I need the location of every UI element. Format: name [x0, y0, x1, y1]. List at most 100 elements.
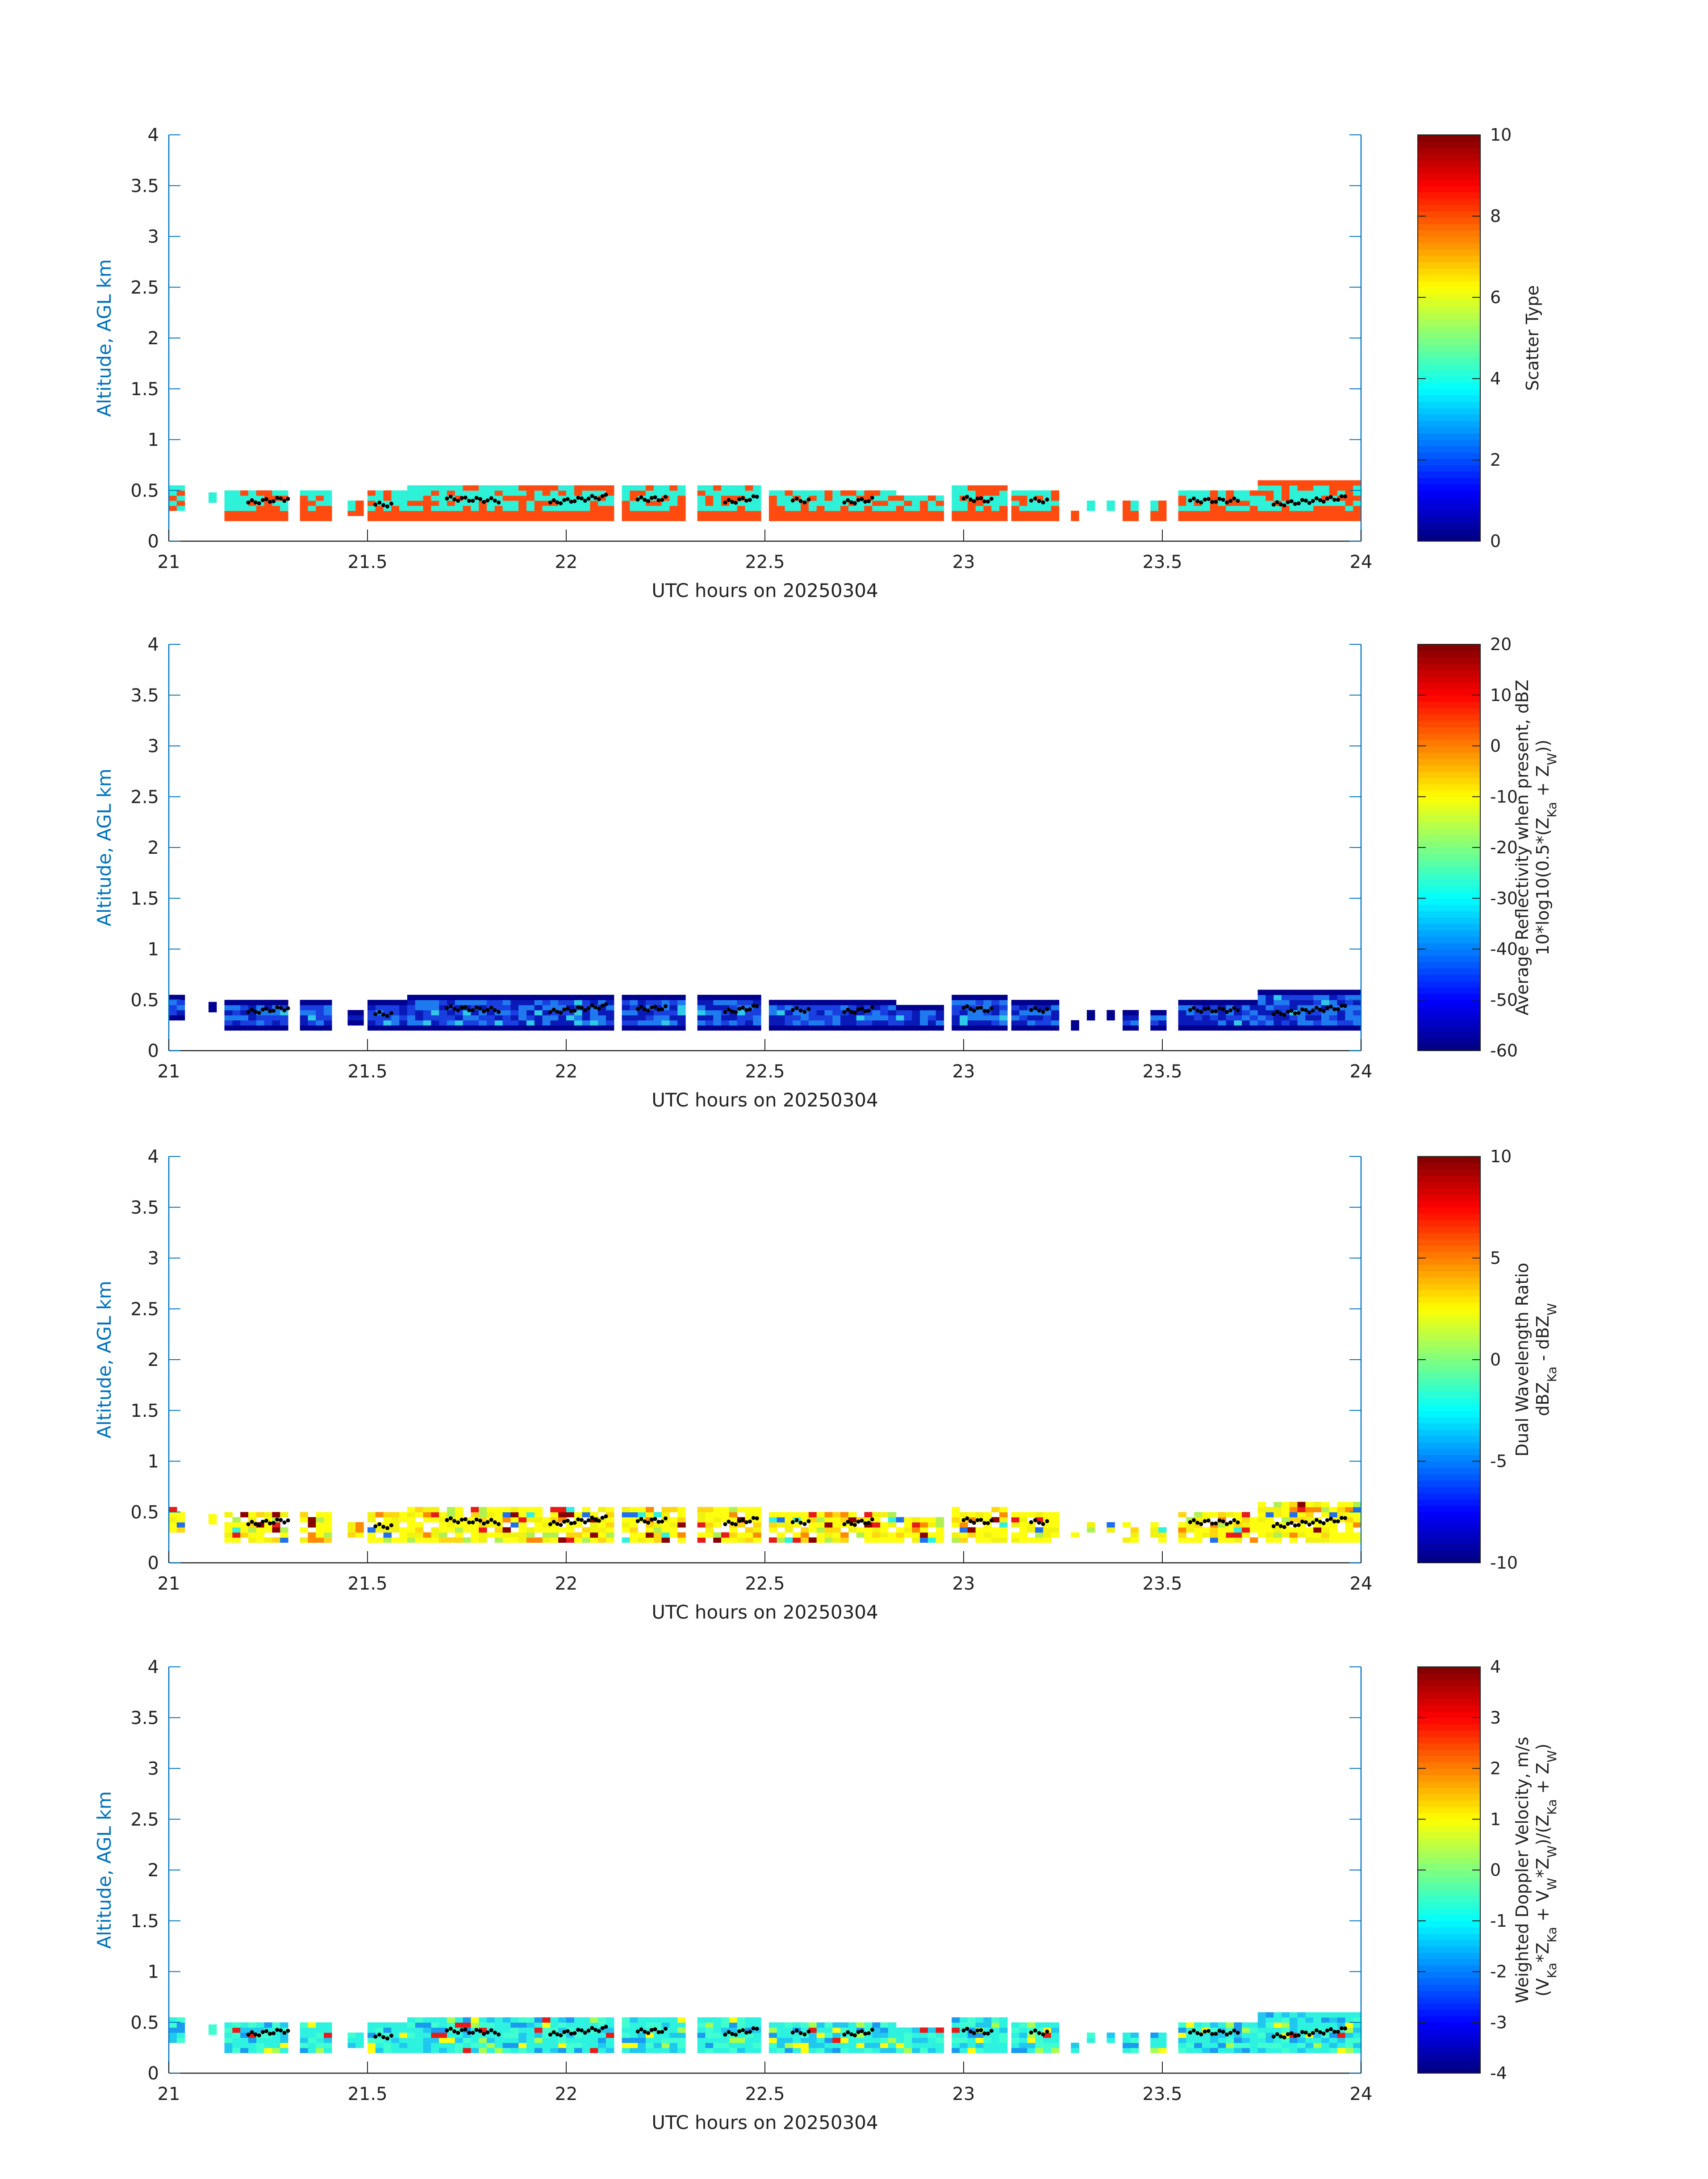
- data-cell: [510, 1522, 519, 1528]
- data-cell: [598, 2048, 606, 2054]
- y-tick-label: 0.5: [130, 480, 159, 501]
- data-cell: [224, 2042, 233, 2048]
- marker-point: [471, 1008, 475, 1012]
- data-cell: [518, 1522, 527, 1528]
- data-cell: [415, 1532, 424, 1538]
- marker-point: [1303, 1008, 1308, 1012]
- data-cell: [927, 510, 936, 516]
- data-cell: [550, 2042, 559, 2048]
- data-cell: [753, 2017, 761, 2023]
- marker-point: [377, 1522, 382, 1527]
- colorbar-segment: [1418, 1832, 1480, 1839]
- data-cell: [1289, 2037, 1298, 2043]
- data-cell: [391, 2027, 400, 2033]
- data-cell: [1178, 2042, 1186, 2048]
- data-cell: [848, 2048, 857, 2054]
- data-cell: [816, 2037, 825, 2043]
- data-cell: [347, 1010, 356, 1015]
- data-cell: [816, 501, 825, 506]
- data-cell: [1202, 1532, 1211, 1538]
- data-cell: [431, 1005, 439, 1010]
- data-cell: [1071, 1025, 1079, 1031]
- data-cell: [232, 510, 241, 516]
- data-cell: [1242, 2022, 1250, 2028]
- marker-point: [604, 1002, 608, 1006]
- data-cell: [1345, 490, 1353, 496]
- data-cell: [713, 1015, 722, 1021]
- data-cell: [367, 1527, 376, 1533]
- data-cell: [638, 485, 646, 491]
- colorbar-segment: [1418, 885, 1480, 893]
- data-cell: [880, 516, 889, 522]
- data-cell: [975, 510, 984, 516]
- data-cell: [479, 2042, 487, 2048]
- data-cell: [300, 2033, 309, 2038]
- data-cell: [1027, 1015, 1036, 1021]
- marker-point: [555, 1010, 560, 1014]
- data-cell: [439, 1517, 447, 1523]
- data-cell: [1043, 1025, 1052, 1031]
- data-cell: [1337, 505, 1345, 511]
- data-cell: [1297, 2042, 1306, 2048]
- data-cell: [316, 2037, 324, 2043]
- data-cell: [622, 1020, 630, 1026]
- data-cell: [729, 516, 738, 522]
- data-cell: [598, 1507, 606, 1512]
- data-cell: [248, 516, 257, 522]
- marker-point: [377, 501, 382, 505]
- data-cell: [705, 501, 714, 506]
- marker-point: [1275, 500, 1279, 505]
- marker-point: [1199, 1522, 1203, 1526]
- data-cell: [864, 1025, 873, 1031]
- data-cell: [1313, 2042, 1322, 2048]
- data-cell: [721, 2027, 730, 2033]
- data-cell: [1019, 1010, 1027, 1015]
- marker-point: [463, 1517, 468, 1521]
- marker-point: [373, 1012, 378, 1016]
- data-cell: [1194, 1532, 1203, 1538]
- data-cell: [598, 1025, 606, 1031]
- data-cell: [1027, 1005, 1036, 1010]
- data-cell: [705, 495, 714, 501]
- colorbar-segment: [1418, 1321, 1480, 1328]
- data-cell: [1158, 510, 1167, 516]
- data-cell: [606, 1020, 614, 1026]
- data-cell: [526, 2027, 535, 2033]
- data-cell: [1257, 1517, 1266, 1523]
- data-cell: [272, 1512, 280, 1518]
- data-cell: [439, 1537, 447, 1543]
- data-cell: [347, 1532, 356, 1538]
- data-cell: [391, 2033, 400, 2038]
- data-cell: [1234, 2033, 1242, 2038]
- marker-point: [482, 500, 486, 504]
- data-cell: [510, 1015, 519, 1021]
- data-cell: [1194, 1517, 1203, 1523]
- data-cell: [1305, 1000, 1314, 1006]
- data-cell: [1226, 1512, 1234, 1518]
- data-cell: [598, 2033, 606, 2038]
- data-cell: [960, 516, 968, 522]
- colorbar-segment: [1418, 1353, 1480, 1360]
- data-cell: [1305, 1502, 1314, 1507]
- data-cell: [622, 1000, 630, 1006]
- data-cell: [991, 1527, 1000, 1533]
- marker-point: [456, 499, 460, 503]
- marker-point: [463, 2027, 468, 2032]
- data-cell: [606, 505, 614, 511]
- data-cell: [638, 516, 646, 522]
- data-cell: [721, 1025, 730, 1031]
- data-cell: [824, 2027, 833, 2033]
- data-cell: [653, 501, 662, 506]
- data-cell: [737, 2022, 746, 2028]
- data-cell: [1321, 490, 1330, 496]
- marker-point: [478, 1006, 482, 1011]
- colorbar-segment: [1418, 376, 1480, 383]
- data-cell: [1218, 501, 1226, 506]
- data-cell: [1234, 1527, 1242, 1533]
- data-cell: [423, 994, 431, 1000]
- data-cell: [753, 2048, 761, 2054]
- data-cell: [606, 1015, 614, 1021]
- data-cell: [1321, 510, 1330, 516]
- data-cell: [1289, 2027, 1298, 2033]
- data-cell: [935, 2042, 944, 2048]
